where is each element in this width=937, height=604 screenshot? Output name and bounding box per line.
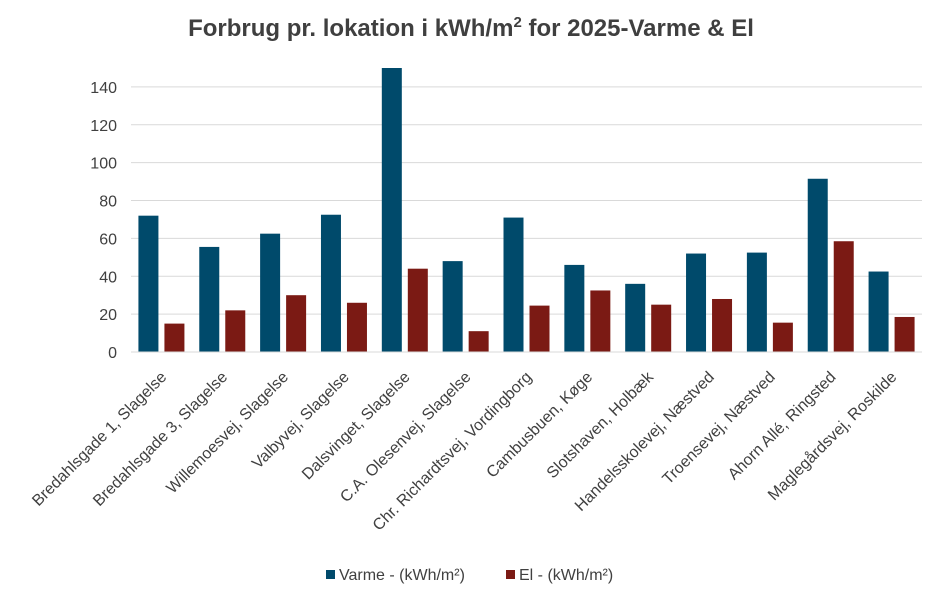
- bar-el: [164, 323, 185, 352]
- bars: [138, 68, 915, 352]
- bar-el: [651, 304, 672, 352]
- bar-varme: [503, 217, 524, 352]
- bar-el: [833, 241, 854, 352]
- title-suffix: for 2025-Varme & El: [522, 15, 754, 42]
- title-main: Forbrug pr. lokation i kWh/m: [188, 15, 513, 42]
- bar-varme: [320, 214, 341, 352]
- y-tick-label: 0: [108, 345, 117, 362]
- x-tick-label: Troensevej, Næstved: [660, 369, 779, 488]
- bar-varme: [564, 264, 585, 352]
- chart-title: Forbrug pr. lokation i kWh/m2 for 2025-V…: [188, 14, 754, 42]
- bar-el: [225, 310, 246, 352]
- bar-varme: [199, 246, 220, 352]
- x-tick-label: Cambusbuen, Køge: [484, 369, 597, 482]
- x-tick-label: Ahorn Allé, Ringsted: [725, 369, 840, 484]
- bar-el: [529, 305, 550, 352]
- bar-el: [772, 322, 793, 352]
- bar-el: [407, 268, 428, 352]
- bar-varme: [625, 283, 646, 352]
- y-tick-label: 60: [99, 231, 117, 248]
- bar-varme: [381, 68, 402, 352]
- x-tick-label: Dalsvinget, Slagelse: [299, 369, 414, 484]
- gridlines: [131, 86, 922, 315]
- y-tick-label: 100: [90, 156, 117, 173]
- bar-el: [894, 316, 915, 352]
- legend-swatch: [506, 570, 515, 579]
- bar-el: [346, 302, 367, 352]
- bar-varme: [746, 252, 767, 352]
- y-tick-label: 80: [99, 194, 117, 211]
- y-axis-ticks: 0 20 40 60 80 100 120 140: [90, 80, 117, 362]
- bar-el: [286, 295, 307, 352]
- bar-varme: [138, 215, 159, 352]
- y-tick-label: 140: [90, 80, 117, 97]
- legend-swatch: [326, 570, 335, 579]
- y-tick-label: 20: [99, 307, 117, 324]
- bar-varme: [260, 233, 281, 352]
- bar-el: [590, 290, 611, 352]
- bar-el: [712, 298, 733, 352]
- y-tick-label: 120: [90, 118, 117, 135]
- x-tick-label: Maglegårdsvej, Roskilde: [764, 368, 900, 504]
- legend-label: El - (kWh/m²): [519, 567, 613, 584]
- legend: Varme - (kWh/m²) El - (kWh/m²): [326, 567, 613, 584]
- x-tick-label: Slotshaven, Holbæk: [544, 368, 658, 482]
- bar-varme: [868, 271, 889, 352]
- x-tick-label: Willemoesvej, Slagelse: [164, 369, 292, 497]
- legend-label: Varme - (kWh/m²): [339, 567, 465, 584]
- bar-varme: [442, 261, 463, 352]
- y-tick-label: 40: [99, 269, 117, 286]
- bar-varme: [686, 253, 707, 352]
- title-superscript: 2: [513, 14, 521, 31]
- bar-varme: [807, 178, 828, 352]
- bar-el: [468, 331, 489, 352]
